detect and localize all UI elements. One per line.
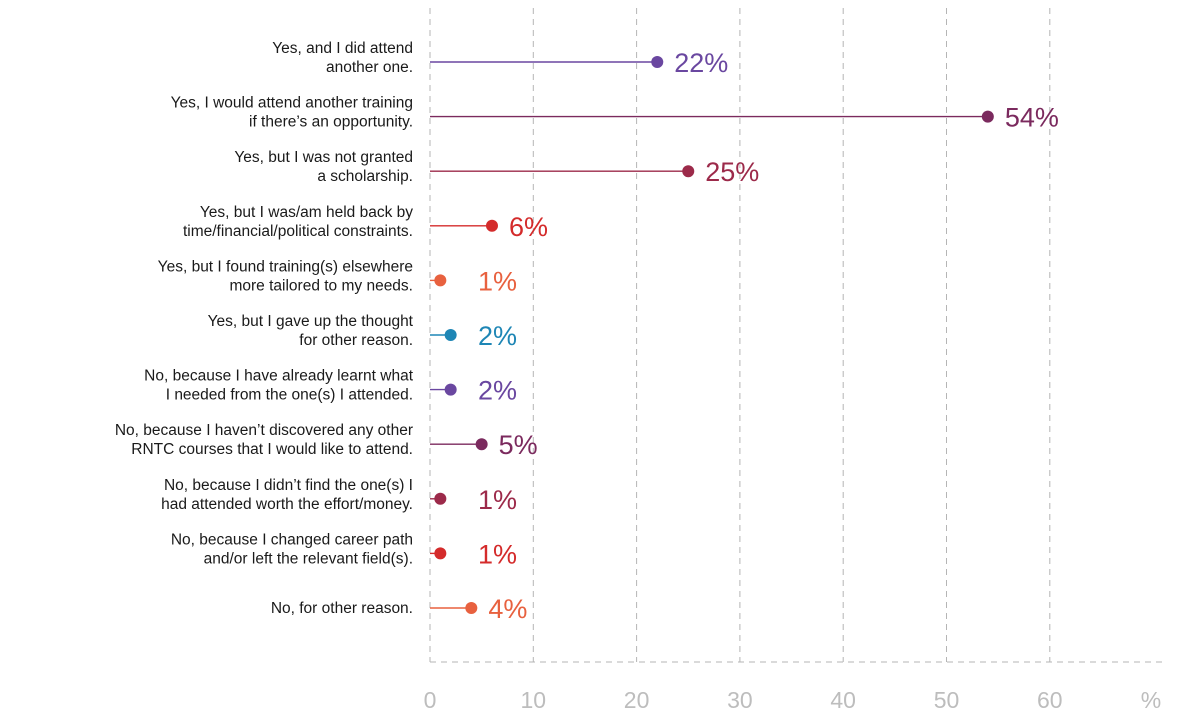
value-label-8: 1% — [478, 485, 517, 515]
category-label-line: RNTC courses that I would like to attend… — [131, 441, 413, 458]
category-label-line: Yes, and I did attend — [272, 40, 413, 57]
x-tick-label-50: 50 — [934, 687, 960, 713]
category-label-line: Yes, but I was not granted — [234, 149, 413, 166]
category-label-line: if there’s an opportunity. — [249, 114, 413, 131]
x-tick-label-30: 30 — [727, 687, 753, 713]
category-label-10: No, for other reason. — [271, 600, 413, 617]
value-label-10: 4% — [488, 594, 527, 624]
category-label-9: No, because I changed career path and/or … — [171, 531, 413, 567]
category-label-3: Yes, but I was/am held back by time/finan… — [183, 204, 413, 240]
category-label-line: No, because I haven’t discovered any oth… — [115, 422, 413, 439]
x-axis: 0 10 20 30 40 50 60% — [424, 661, 1162, 713]
dot-8 — [434, 492, 447, 505]
category-label-8: No, because I didn’t find the one(s) I ha… — [161, 477, 413, 513]
category-label-4: Yes, but I found training(s) elsewhere mo… — [158, 258, 413, 294]
x-tick-label-20: 20 — [624, 687, 650, 713]
dot-7 — [475, 438, 488, 451]
category-label-line: a scholarship. — [317, 168, 413, 185]
x-tick-label-40: 40 — [830, 687, 856, 713]
value-label-4: 1% — [478, 266, 517, 296]
x-axis-unit-label: % — [1141, 687, 1161, 713]
category-label-line: No, because I changed career path — [171, 531, 413, 548]
category-label-7: No, because I haven’t discovered any oth… — [115, 422, 413, 458]
value-label-1: 54% — [1005, 103, 1059, 133]
category-label-line: another one. — [326, 59, 413, 76]
dot-1 — [981, 110, 994, 123]
value-label-9: 1% — [478, 539, 517, 569]
dot-10 — [465, 602, 478, 614]
category-label-line: and/or left the relevant field(s). — [204, 550, 413, 567]
dot-5 — [444, 329, 457, 341]
dot-9 — [434, 547, 447, 560]
category-label-line: No, for other reason. — [271, 600, 413, 617]
category-label-6: No, because I have already learnt what I … — [144, 368, 414, 404]
value-label-5: 2% — [478, 321, 517, 351]
category-label-line: had attended worth the effort/money. — [161, 496, 413, 513]
x-tick-label-0: 0 — [424, 687, 437, 713]
dot-2 — [682, 165, 695, 178]
data-marks: 22% 54% 25% 6% 1% 2% 2% 5% 1% 1% 4% — [430, 48, 1059, 624]
category-label-line: Yes, but I gave up the thought — [208, 313, 414, 330]
category-label-line: No, because I have already learnt what — [144, 368, 414, 385]
value-label-7: 5% — [499, 430, 538, 460]
value-label-3: 6% — [509, 212, 548, 242]
category-label-0: Yes, and I did attend another one. — [272, 40, 413, 76]
category-label-line: Yes, I would attend another training — [171, 95, 413, 112]
category-label-1: Yes, I would attend another training if t… — [171, 95, 413, 131]
category-label-line: more tailored to my needs. — [229, 277, 413, 294]
category-label-line: I needed from the one(s) I attended. — [166, 387, 413, 404]
value-label-0: 22% — [674, 48, 728, 78]
dot-4 — [434, 274, 447, 287]
dot-6 — [444, 383, 457, 396]
category-label-line: time/financial/political constraints. — [183, 223, 413, 240]
x-tick-label-60: 60 — [1037, 687, 1063, 713]
value-label-6: 2% — [478, 376, 517, 406]
category-labels: Yes, and I did attend another one. Yes, I … — [115, 40, 414, 617]
dot-3 — [485, 219, 498, 232]
category-label-5: Yes, but I gave up the thought for other … — [208, 313, 414, 349]
dot-0 — [651, 56, 664, 68]
grid-lines — [429, 8, 1051, 662]
category-label-2: Yes, but I was not granted a scholarship. — [234, 149, 413, 185]
x-tick-label-10: 10 — [521, 687, 547, 713]
category-label-line: for other reason. — [299, 332, 413, 349]
category-label-line: Yes, but I was/am held back by — [200, 204, 413, 221]
category-label-line: No, because I didn’t find the one(s) I — [164, 477, 413, 494]
value-label-2: 25% — [705, 157, 759, 187]
category-label-line: Yes, but I found training(s) elsewhere — [158, 258, 413, 275]
